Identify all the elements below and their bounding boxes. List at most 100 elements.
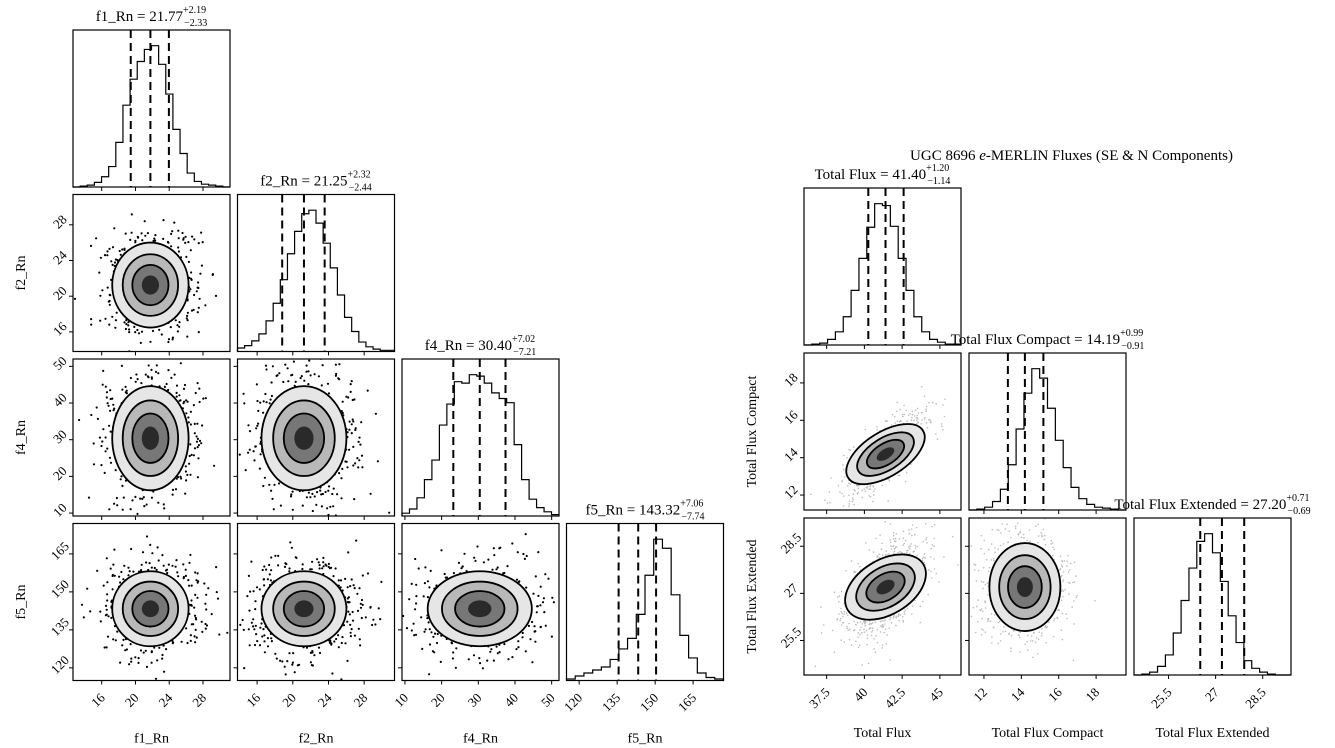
left-sample-point <box>87 496 91 499</box>
left-sample-point <box>145 665 149 669</box>
left-sample-point <box>339 579 343 582</box>
left-sample-point <box>334 363 337 366</box>
left-sample-point <box>157 372 160 375</box>
right-sample-point <box>857 562 859 565</box>
left-sample-point <box>143 505 146 508</box>
left-sample-point <box>390 609 392 611</box>
right-sample-point <box>833 651 836 653</box>
left-sample-point <box>184 465 187 468</box>
left-sample-point <box>301 563 304 566</box>
right-sample-point <box>845 612 848 614</box>
left-sample-point <box>144 373 147 376</box>
left-sample-point <box>349 623 352 626</box>
left-sample-point <box>184 235 187 238</box>
left-sample-point <box>300 375 303 378</box>
left-sample-point <box>132 570 135 573</box>
left-sample-point <box>255 633 258 636</box>
left-sample-point <box>170 245 173 248</box>
left-sample-point <box>301 504 304 507</box>
left-sample-point <box>104 604 108 608</box>
left-sample-point <box>178 394 181 397</box>
left-sample-point <box>153 237 156 240</box>
left-ytick-label: 50 <box>50 353 70 373</box>
left-sample-point <box>204 627 207 630</box>
left-sample-point <box>92 442 95 445</box>
left-sample-point <box>360 454 364 457</box>
right-sample-point <box>860 626 862 629</box>
right-sample-point <box>1071 606 1073 608</box>
right-sample-point <box>898 620 900 622</box>
right-contour-line-0 <box>845 423 926 486</box>
left-sample-point <box>527 624 531 628</box>
right-sample-point <box>848 448 850 451</box>
left-sample-point <box>405 627 409 630</box>
right-sample-point <box>830 477 832 479</box>
left-sample-point <box>359 443 362 446</box>
left-sample-point <box>215 566 218 569</box>
left-sample-point <box>426 596 429 599</box>
left-sample-point <box>337 377 340 380</box>
left-contour-line-2 <box>131 263 170 307</box>
left-sample-point <box>254 624 257 627</box>
right-sample-point <box>893 615 895 618</box>
left-sample-point <box>332 505 335 508</box>
right-sample-point <box>847 629 849 631</box>
right-ytick-label: 12 <box>781 482 801 502</box>
right-sample-point <box>853 488 855 491</box>
right-sample-point <box>983 539 985 542</box>
left-sample-point <box>241 618 244 622</box>
left-sample-point <box>286 367 289 370</box>
left-sample-point <box>534 575 537 578</box>
left-sample-point <box>124 232 127 235</box>
left-sample-point <box>307 491 310 494</box>
left-sample-point <box>112 403 115 406</box>
left-sample-point <box>105 613 108 616</box>
left-sample-point <box>133 325 136 328</box>
left-sample-point <box>107 404 110 407</box>
right-sample-point <box>903 611 906 613</box>
right-sample-point <box>910 463 912 466</box>
right-sample-point <box>921 419 923 421</box>
left-sample-point <box>507 658 510 661</box>
right-sample-point <box>1008 530 1010 532</box>
left-sample-point <box>150 181 152 183</box>
left-xtick-label: 120 <box>561 690 585 714</box>
left-sample-point <box>463 552 466 555</box>
right-sample-point <box>1040 634 1043 637</box>
right-sample-point <box>847 485 849 487</box>
right-sample-point <box>1060 629 1063 631</box>
right-diag-title-0: Total Flux = 41.40+1.20 −1.14 <box>815 163 951 187</box>
left-sample-point <box>243 667 246 670</box>
left-sample-point <box>184 574 187 578</box>
left-sample-point <box>360 616 363 620</box>
right-sample-point <box>852 499 854 501</box>
right-sample-point <box>1045 642 1047 644</box>
right-sample-point <box>849 483 851 486</box>
right-sample-point <box>902 619 904 622</box>
right-sample-point <box>876 641 879 644</box>
left-sample-point <box>320 384 323 387</box>
right-sample-point <box>906 472 908 474</box>
right-sample-point <box>893 614 895 616</box>
left-sample-point <box>252 590 255 593</box>
left-sample-point <box>177 575 180 578</box>
left-sample-point <box>122 638 125 642</box>
right-sample-point <box>870 634 873 637</box>
left-sample-point <box>108 247 111 250</box>
left-sample-point <box>290 493 293 496</box>
right-sample-point <box>901 413 904 416</box>
left-sample-point <box>319 489 322 492</box>
left-sample-point <box>134 656 137 659</box>
right-sample-point <box>878 553 880 556</box>
right-sample-point <box>925 405 928 408</box>
left-sample-point <box>294 556 297 559</box>
right-sample-point <box>866 643 868 646</box>
left-sample-point <box>98 271 101 274</box>
left-sample-point <box>119 661 122 664</box>
left-sample-point <box>174 565 177 568</box>
right-sample-point <box>882 624 885 627</box>
left-sample-point <box>270 489 273 492</box>
left-sample-point <box>218 451 220 453</box>
left-sample-point <box>197 281 200 284</box>
right-sample-point <box>926 542 928 544</box>
